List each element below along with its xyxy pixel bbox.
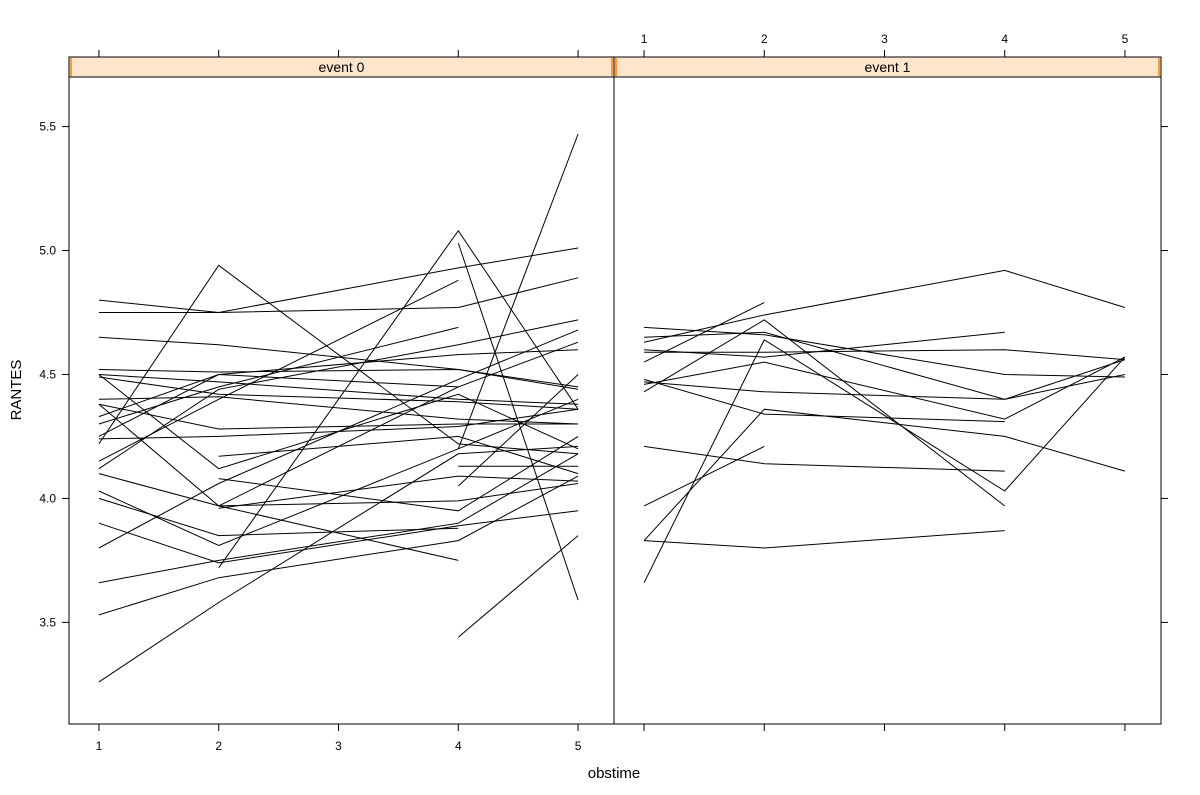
series-line bbox=[644, 331, 1005, 358]
series-line bbox=[98, 319, 579, 470]
series-line bbox=[98, 373, 459, 437]
series-line bbox=[98, 510, 579, 564]
strip-accent bbox=[70, 58, 72, 76]
series-line bbox=[643, 319, 1006, 507]
x-tick-label: 2 bbox=[761, 32, 768, 46]
x-tick-label: 3 bbox=[881, 32, 888, 46]
series-line bbox=[98, 497, 459, 537]
series-group bbox=[98, 133, 579, 683]
x-tick-label: 2 bbox=[215, 739, 222, 753]
series-line bbox=[218, 229, 579, 569]
x-tick-label: 5 bbox=[575, 739, 582, 753]
x-tick-label: 4 bbox=[1001, 32, 1008, 46]
axes-layer: 1 2 3 4 5 1 2 3 4 5 3.5 4.0 4.5 5.0 5.5 bbox=[39, 32, 1168, 753]
series-line bbox=[644, 356, 1126, 420]
panels-layer: event 0 event 1 bbox=[68, 56, 1162, 725]
series-line bbox=[218, 475, 579, 509]
series-line bbox=[218, 435, 579, 475]
strip-label: event 1 bbox=[865, 59, 911, 75]
series-line bbox=[643, 445, 765, 507]
series-line bbox=[457, 374, 579, 487]
panel-1: event 0 bbox=[68, 56, 615, 725]
series-line bbox=[643, 378, 1005, 423]
y-tick-label: 5.0 bbox=[39, 244, 56, 258]
series-line bbox=[457, 133, 579, 449]
series-line bbox=[644, 349, 1125, 361]
strip-accent bbox=[1158, 58, 1160, 76]
x-tick-label: 3 bbox=[335, 739, 342, 753]
series-line bbox=[98, 453, 579, 584]
x-tick-label: 1 bbox=[641, 32, 648, 46]
x-tick-label: 5 bbox=[1122, 32, 1129, 46]
y-tick-label: 4.0 bbox=[39, 491, 56, 505]
y-axis-label: RANTES bbox=[8, 360, 25, 421]
y-tick-label: 5.5 bbox=[39, 120, 56, 134]
series-line bbox=[644, 530, 1005, 549]
series-line bbox=[98, 247, 579, 313]
series-line bbox=[644, 326, 1125, 378]
panel-frame bbox=[68, 76, 615, 725]
series-line bbox=[98, 374, 579, 405]
series-line bbox=[457, 535, 579, 638]
x-tick-label: 4 bbox=[455, 739, 462, 753]
series-line bbox=[643, 339, 1126, 583]
series-line bbox=[98, 368, 579, 390]
series-line bbox=[98, 329, 579, 549]
series-line bbox=[643, 408, 1126, 541]
series-line bbox=[644, 445, 1005, 472]
series-line bbox=[218, 341, 579, 507]
panel-2: event 1 bbox=[613, 56, 1162, 725]
series-line bbox=[98, 264, 579, 455]
series-line bbox=[98, 279, 459, 462]
series-line bbox=[644, 331, 1126, 400]
series-group bbox=[643, 269, 1126, 583]
series-line bbox=[218, 435, 579, 512]
series-line bbox=[98, 398, 579, 547]
series-line bbox=[98, 349, 579, 418]
strip-accent bbox=[611, 58, 613, 76]
panel-frame bbox=[613, 76, 1162, 725]
series-line bbox=[98, 445, 579, 683]
series-line bbox=[98, 277, 579, 314]
x-axis-label: obstime bbox=[588, 765, 641, 782]
y-tick-label: 3.5 bbox=[39, 615, 56, 629]
series-line bbox=[98, 475, 579, 616]
strip-label: event 0 bbox=[319, 59, 365, 75]
series-line bbox=[98, 376, 579, 410]
series-line bbox=[98, 326, 459, 425]
series-line bbox=[643, 302, 765, 363]
series-line bbox=[98, 336, 579, 388]
series-line bbox=[457, 242, 579, 601]
series-line bbox=[98, 473, 579, 507]
series-line bbox=[644, 359, 1126, 400]
y-tick-label: 4.5 bbox=[39, 367, 56, 381]
strip-accent bbox=[615, 58, 617, 76]
x-tick-label: 1 bbox=[96, 739, 103, 753]
series-line bbox=[643, 269, 1126, 343]
